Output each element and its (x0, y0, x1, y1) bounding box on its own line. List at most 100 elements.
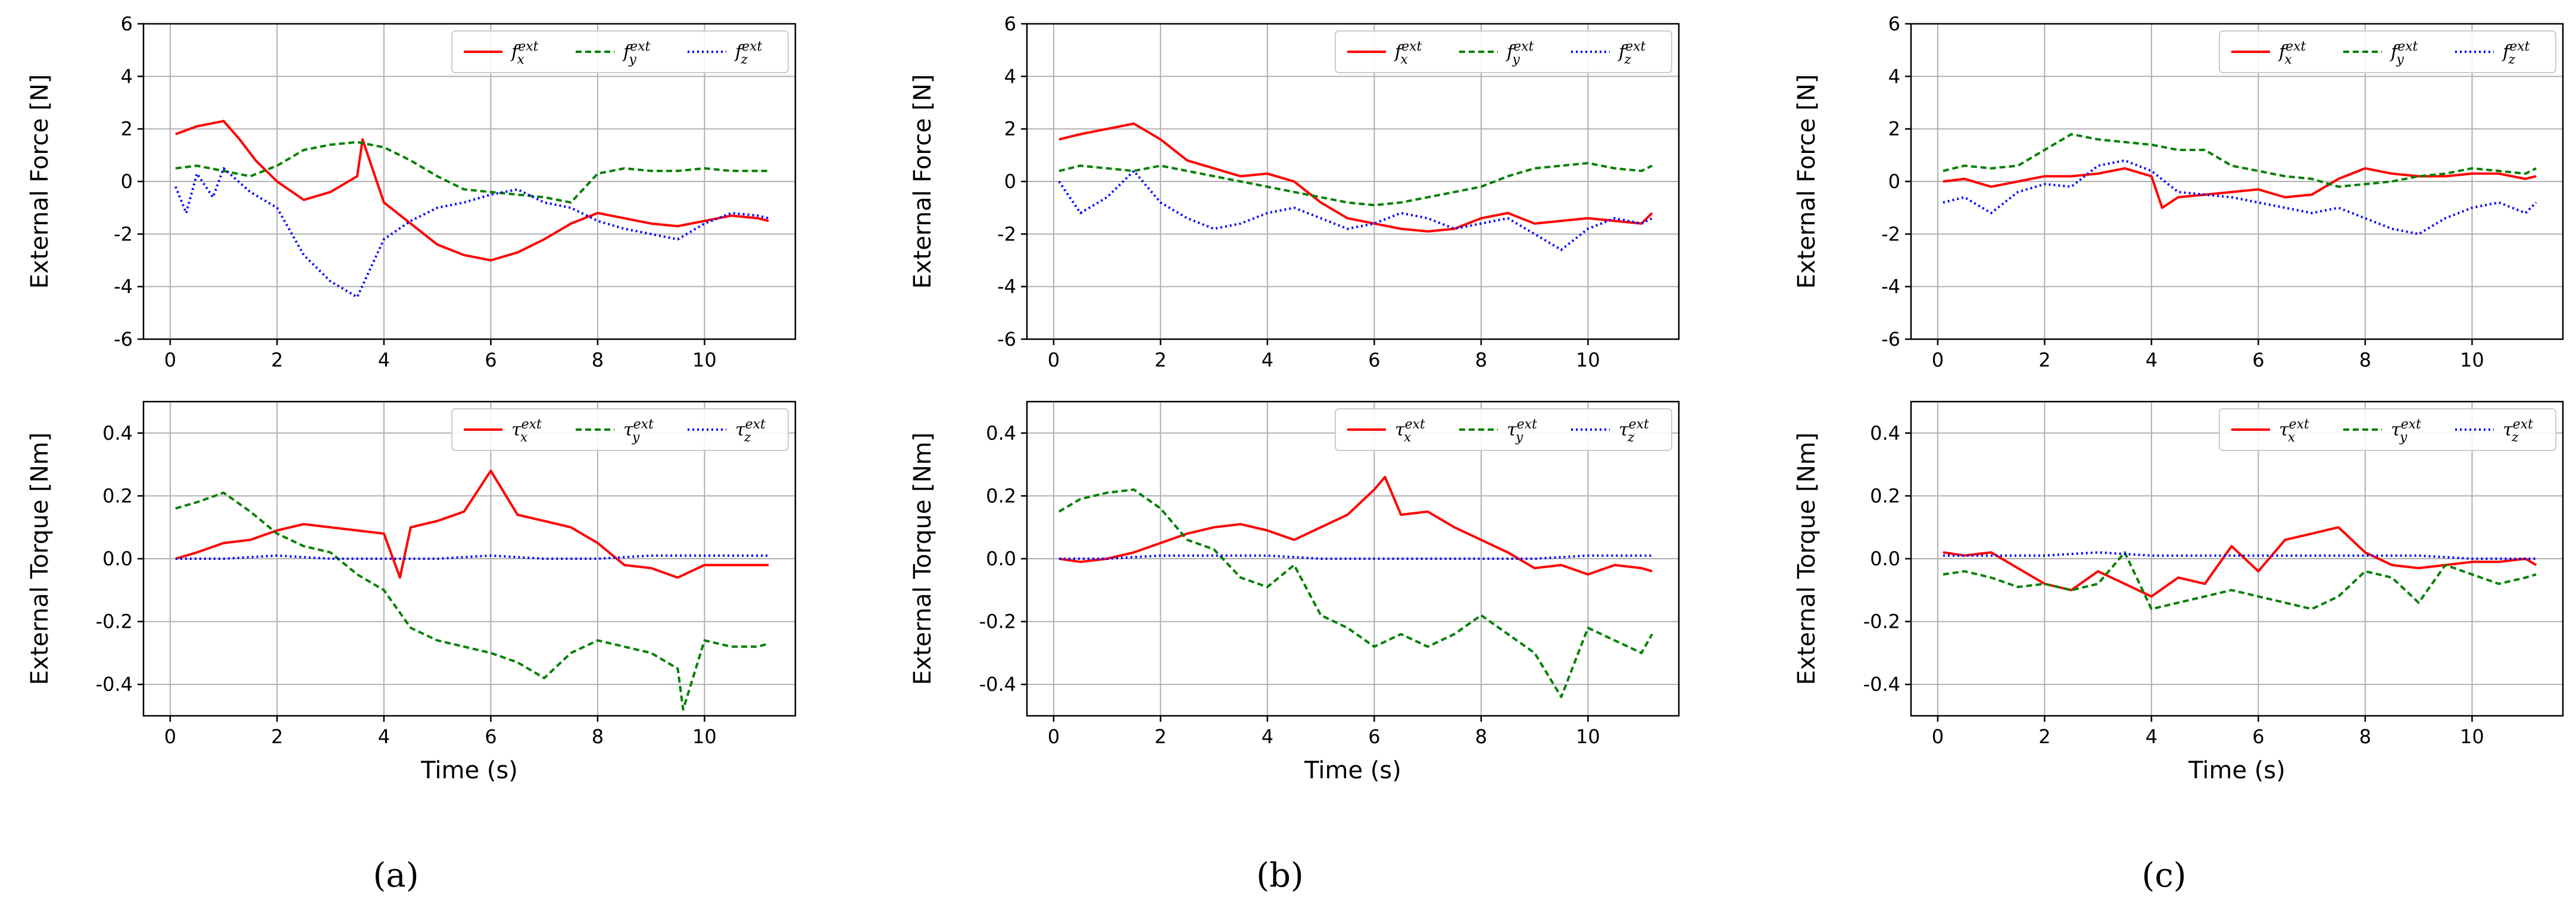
x-tick-label: 4 (1262, 725, 1273, 748)
y-tick-label: 0 (1888, 170, 1900, 193)
legend-label-ty_ext: τext y (623, 417, 654, 445)
y-tick-label: -4 (114, 275, 133, 298)
x-axis-label: Time (s) (420, 757, 518, 784)
y-tick-label: 2 (1004, 118, 1016, 140)
x-tick-label: 10 (2460, 349, 2484, 371)
series-line-fy_ext (175, 140, 769, 204)
legend: fext x fext y fext z (451, 30, 789, 73)
x-tick-label: 8 (2359, 349, 2371, 371)
y-tick-label: -0.2 (96, 610, 133, 633)
series-line-fx_ext (1058, 122, 1653, 233)
x-tick-label: 8 (592, 349, 604, 371)
x-tick-label: 4 (2146, 725, 2157, 748)
legend-label-ty_ext: τext y (1507, 417, 1537, 445)
y-axis-label: External Force [N] (1793, 74, 1821, 289)
x-tick-label: 10 (1576, 725, 1600, 748)
y-tick-label: 2 (1888, 118, 1900, 140)
y-tick-label: 0.2 (1870, 484, 1900, 507)
chart-panel-b-torque: 0 2 4 6 8 10 -0.4 -0.2 0.0 0.2 0.4 External Torque … (909, 400, 1680, 784)
legend-box (1335, 408, 1672, 451)
legend-label-fx_ext: fext x (1394, 39, 1422, 67)
x-tick-label: 0 (1048, 349, 1060, 371)
subfigure-label-a: (a) (373, 856, 419, 895)
y-tick-label: 0.0 (102, 547, 133, 570)
series-line-fz_ext (1943, 159, 2537, 236)
legend-label-fy_ext: fext y (2390, 39, 2418, 67)
legend: τext x τext y τext z (2219, 408, 2556, 451)
y-tick-label: -0.4 (1863, 673, 1900, 696)
series-line-fy_ext (1058, 162, 1653, 206)
series-line-tx_ext (1943, 526, 2537, 598)
series-line-fx_ext (175, 120, 769, 262)
chart-panel-a-torque: 0 2 4 6 8 10 -0.4 -0.2 0.0 0.2 0.4 External Torque … (26, 400, 797, 784)
y-tick-label: 4 (121, 65, 133, 87)
y-tick-label: 0 (121, 170, 133, 193)
x-tick-label: 0 (1932, 725, 1944, 748)
y-tick-label: -4 (1881, 275, 1900, 298)
x-axis-label: Time (s) (2188, 757, 2285, 784)
x-tick-label: 10 (1576, 349, 1600, 371)
x-tick-label: 6 (485, 349, 497, 371)
legend-box (2219, 408, 2556, 451)
x-tick-label: 6 (2252, 725, 2264, 748)
y-tick-label: 6 (1888, 12, 1900, 35)
legend: fext x fext y fext z (1335, 30, 1672, 73)
legend-label-tx_ext: τext x (1395, 417, 1425, 445)
x-tick-label: 8 (1475, 725, 1487, 748)
x-tick-label: 0 (164, 349, 176, 371)
y-tick-label: 6 (1004, 12, 1016, 35)
y-tick-label: -0.2 (979, 610, 1016, 633)
series-line-tx_ext (175, 469, 769, 579)
x-tick-label: 4 (1262, 349, 1273, 371)
y-tick-label: 6 (121, 12, 133, 35)
legend-label-fx_ext: fext x (510, 39, 539, 67)
subfigure-label-b: (b) (1256, 856, 1304, 895)
x-tick-label: 4 (378, 725, 390, 748)
series-line-fx_ext (1943, 167, 2537, 209)
y-tick-label: 0.2 (102, 484, 133, 507)
legend-box (451, 30, 789, 73)
x-tick-label: 2 (1154, 725, 1166, 748)
y-tick-label: -0.2 (1863, 610, 1900, 633)
y-tick-label: -4 (997, 275, 1016, 298)
x-tick-label: 8 (592, 725, 604, 748)
x-tick-label: 2 (2038, 349, 2050, 371)
x-tick-label: 4 (2146, 349, 2157, 371)
y-axis-label: External Force [N] (26, 74, 54, 289)
legend: τext x τext y τext z (451, 408, 789, 451)
series-line-ty_ext (175, 491, 769, 711)
chart-panel-b-force: 0 2 4 6 8 10 -6 -4 -2 0 2 4 6 External Force [N] fext x… (909, 12, 1680, 371)
y-tick-label: 2 (121, 118, 133, 140)
x-tick-label: 2 (271, 349, 283, 371)
y-tick-label: 0.4 (102, 422, 133, 444)
legend-label-tx_ext: τext x (511, 417, 542, 445)
x-tick-label: 10 (692, 725, 717, 748)
y-tick-label: 0.0 (986, 547, 1016, 570)
legend: fext x fext y fext z (2219, 30, 2556, 73)
y-tick-label: -0.4 (96, 673, 133, 696)
legend-label-tz_ext: τext z (2503, 417, 2533, 445)
y-tick-label: -2 (114, 223, 133, 245)
y-tick-label: -6 (997, 328, 1016, 350)
legend-label-fy_ext: fext y (622, 39, 651, 67)
series-line-fz_ext (174, 167, 769, 299)
x-tick-label: 10 (2460, 725, 2484, 748)
legend-label-fz_ext: fext z (1618, 39, 1646, 67)
chart-panel-c-force: 0 2 4 6 8 10 -6 -4 -2 0 2 4 6 External Force [N] fext x… (1793, 12, 2564, 371)
chart-panel-a-force: 0 2 4 6 8 10 -6 -4 -2 0 2 4 6 External Force [N] fext x… (26, 12, 797, 371)
series-line-ty_ext (1058, 488, 1653, 699)
x-tick-label: 4 (378, 349, 390, 371)
y-axis-label: External Force [N] (909, 74, 936, 289)
x-tick-label: 10 (692, 349, 717, 371)
y-tick-label: 0.0 (1870, 547, 1900, 570)
y-tick-label: 0 (1004, 170, 1016, 193)
legend-label-fy_ext: fext y (1506, 39, 1534, 67)
legend-box (1335, 30, 1672, 73)
legend-box (2219, 30, 2556, 73)
x-tick-label: 0 (164, 725, 176, 748)
x-tick-label: 2 (271, 725, 283, 748)
y-tick-label: -6 (1881, 328, 1900, 350)
y-tick-label: 4 (1888, 65, 1900, 87)
x-axis-label: Time (s) (1304, 757, 1401, 784)
